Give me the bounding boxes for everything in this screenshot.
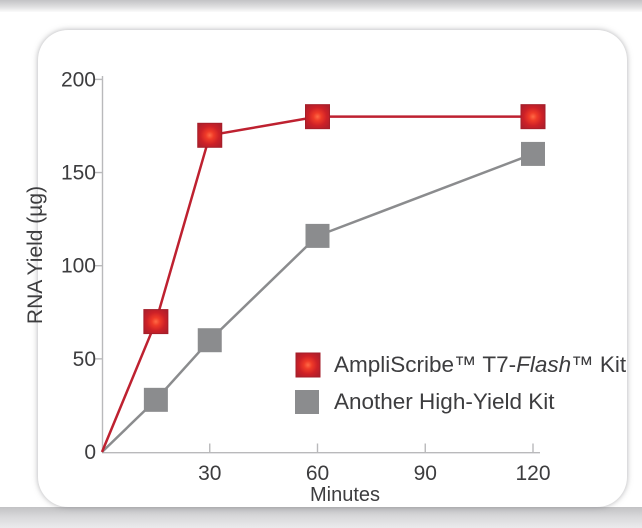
x-tick-label: 90 [414,462,437,485]
legend-label-another: Another High-Yield Kit [334,389,555,414]
legend-swatch-ampliscribe [295,352,321,378]
y-tick-label: 150 [61,162,96,185]
data-point-marker-another [197,328,222,353]
y-tick-label: 200 [61,68,96,91]
x-tick-label: 120 [515,462,550,485]
y-axis-title: RNA Yield (µg) [24,186,47,324]
data-point-marker-ampliscribe [305,104,330,130]
x-tick-label: 60 [306,462,329,485]
y-tick-label: 50 [73,348,96,371]
data-point-marker-ampliscribe [520,104,546,130]
bottom-shadow-strip [0,507,642,528]
y-tick-label: 100 [61,255,96,278]
data-point-marker-another [305,223,330,248]
x-axis-title: Minutes [310,484,380,506]
data-point-marker-ampliscribe [197,122,223,148]
legend-swatch-another [295,390,319,414]
data-point-marker-ampliscribe [143,309,169,335]
data-point-marker-another [143,387,168,412]
legend-label-ampliscribe: AmpliScribe™ T7-Flash™ Kit [334,352,627,377]
y-tick-label: 0 [84,441,96,464]
data-point-marker-another [521,141,545,166]
x-tick-label: 30 [198,462,221,485]
top-shadow-strip [0,0,642,12]
